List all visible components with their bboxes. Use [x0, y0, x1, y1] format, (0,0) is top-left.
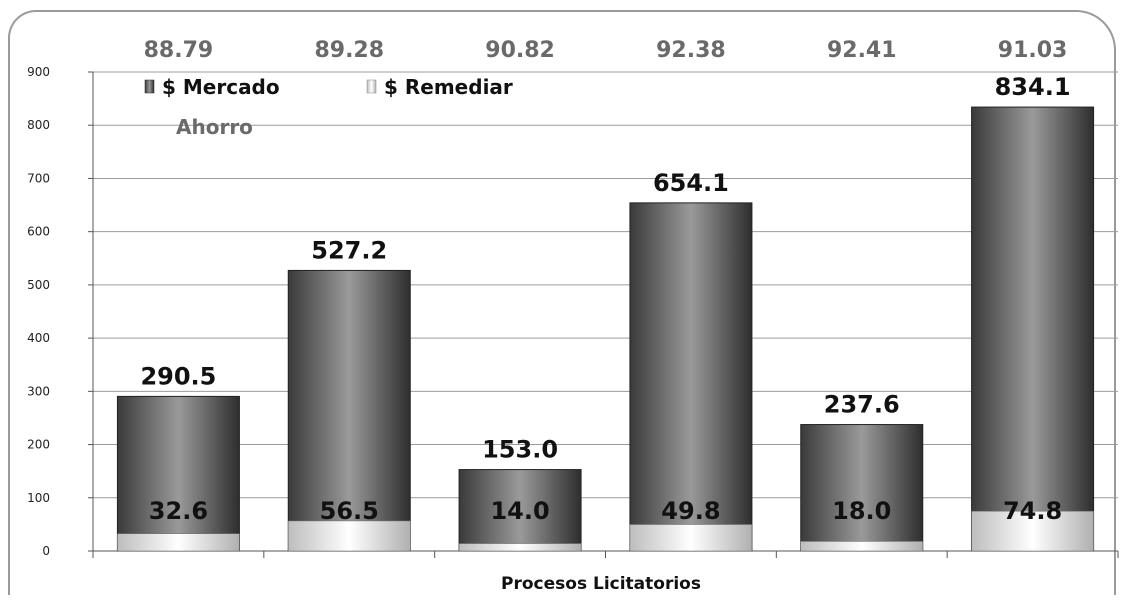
data-label-remediar: 49.8 — [661, 497, 720, 525]
data-label-mercado: 290.5 — [140, 362, 216, 390]
bar-remediar — [117, 533, 240, 552]
data-label-remediar: 14.0 — [490, 497, 549, 525]
savings-value: 91.03 — [998, 38, 1068, 63]
legend: $ Mercado $ Remediar Ahorro — [144, 75, 513, 139]
bar-mercado — [458, 469, 582, 552]
savings-value: 88.79 — [144, 38, 214, 63]
data-label-remediar: 18.0 — [832, 497, 891, 525]
bar-remediar — [458, 543, 582, 552]
savings-value: 90.82 — [485, 38, 555, 63]
data-label-mercado: 237.6 — [824, 391, 900, 419]
bar-mercado — [287, 269, 411, 552]
legend-label-remediar: $ Remediar — [384, 75, 513, 99]
bar-mercado — [800, 424, 924, 552]
bar-mercado — [971, 106, 1095, 552]
savings-value: 92.41 — [827, 38, 897, 63]
bar-mercado — [116, 395, 240, 552]
data-label-mercado: 834.1 — [995, 73, 1071, 101]
y-tick-label: 100 — [27, 491, 50, 505]
savings-value: 92.38 — [656, 38, 726, 63]
bar-remediar — [629, 524, 753, 552]
y-tick-label: 700 — [27, 171, 50, 185]
y-tick-label: 400 — [27, 331, 50, 345]
bar-remediar — [971, 510, 1094, 552]
bar-remediar — [288, 520, 411, 552]
data-label-mercado: 654.1 — [653, 169, 729, 197]
data-label-mercado: 153.0 — [482, 436, 558, 464]
data-label-remediar: 74.8 — [1003, 497, 1062, 525]
gridlines — [93, 71, 1118, 499]
y-tick-label: 300 — [27, 384, 50, 398]
data-label-remediar: 56.5 — [320, 497, 379, 525]
y-tick-label: 900 — [27, 65, 50, 79]
bar-mercado — [629, 202, 753, 552]
savings-value: 89.28 — [314, 38, 384, 63]
legend-swatch-remediar — [366, 79, 377, 94]
y-tick-label: 600 — [27, 225, 50, 239]
x-axis-label: Procesos Licitatorios — [501, 574, 701, 594]
bar-remediar — [800, 541, 923, 552]
y-tick-label: 500 — [27, 278, 50, 292]
legend-label-mercado: $ Mercado — [162, 75, 280, 99]
data-labels: 290.5 32.6 88.79 527.2 56.5 89.28 153.0 14.0 90.… — [140, 38, 1070, 525]
legend-label-ahorro: Ahorro — [176, 115, 253, 139]
data-label-remediar: 32.6 — [149, 497, 208, 525]
y-tick-label: 0 — [42, 544, 50, 558]
y-tick-label: 200 — [27, 438, 50, 452]
y-tick-label: 800 — [27, 118, 50, 132]
legend-swatch-mercado — [144, 79, 155, 94]
bars — [116, 106, 1095, 552]
chart-frame — [8, 10, 1116, 595]
data-label-mercado: 527.2 — [311, 236, 387, 264]
y-axis: 0 100 200 300 400 500 600 700 800 900 — [27, 65, 1119, 558]
